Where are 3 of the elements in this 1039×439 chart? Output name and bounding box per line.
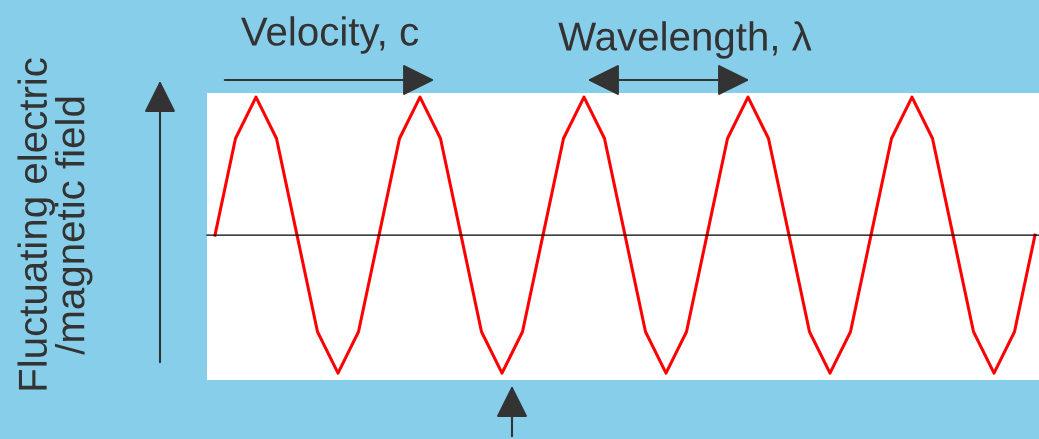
text: Wavelength, λ	[558, 21, 812, 59]
y-axis-title: Fluctuating electric /magnetic field	[17, 58, 93, 390]
text: Velocity, c	[241, 16, 419, 54]
